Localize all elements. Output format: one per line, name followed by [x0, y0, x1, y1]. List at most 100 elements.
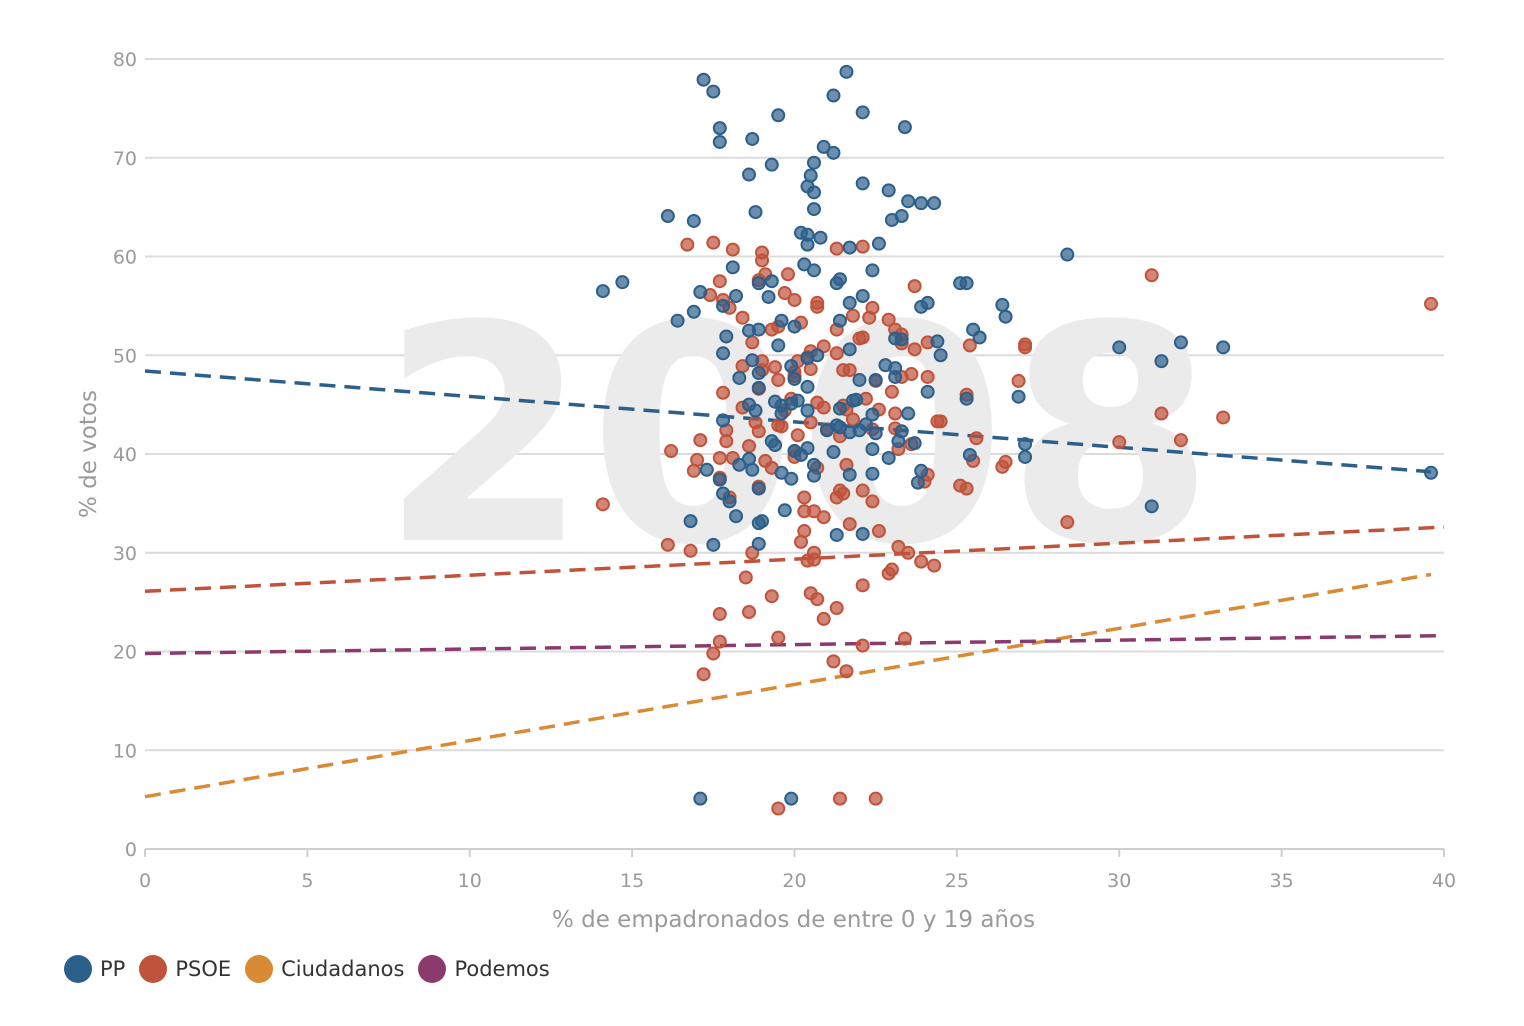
point-psoe: [868, 791, 883, 806]
point-pp: [732, 370, 747, 385]
x-tick-label: 15: [620, 870, 644, 892]
point-pp: [1060, 247, 1075, 262]
point-psoe: [810, 592, 825, 607]
legend: PP PSOE Ciudadanos Podemos: [64, 955, 564, 983]
point-pp: [930, 334, 945, 349]
point-psoe: [797, 490, 812, 505]
point-pp: [962, 447, 977, 462]
point-psoe: [1424, 296, 1439, 311]
point-pp: [894, 209, 909, 224]
point-pp: [998, 309, 1013, 324]
point-psoe: [891, 539, 906, 554]
point-psoe: [832, 791, 847, 806]
point-psoe: [706, 646, 721, 661]
point-psoe: [787, 292, 802, 307]
point-psoe: [755, 253, 770, 268]
point-psoe: [969, 431, 984, 446]
legend-swatch: [139, 955, 168, 983]
point-pp: [768, 438, 783, 453]
y-tick-label: 20: [113, 642, 137, 664]
point-psoe: [829, 241, 844, 256]
data-points: [595, 64, 1439, 816]
point-psoe: [995, 459, 1010, 474]
point-psoe: [907, 342, 922, 357]
point-pp: [910, 475, 925, 490]
legend-swatch: [418, 955, 447, 983]
point-pp: [1173, 335, 1188, 350]
point-pp: [725, 260, 740, 275]
point-psoe: [881, 566, 896, 581]
point-pp: [920, 384, 935, 399]
point-pp: [751, 366, 766, 381]
point-pp: [959, 276, 974, 291]
y-axis-title: % de votos: [76, 390, 102, 518]
point-pp: [832, 401, 847, 416]
point-pp: [881, 183, 896, 198]
trend-line-podemos: [144, 633, 1445, 656]
point-pp: [826, 445, 841, 460]
y-tick-label: 50: [113, 345, 137, 367]
point-pp: [777, 503, 792, 518]
point-psoe: [725, 242, 740, 257]
point-pp: [595, 284, 610, 299]
point-pp: [1011, 389, 1026, 404]
point-pp: [699, 462, 714, 477]
legend-label: PSOE: [175, 957, 232, 981]
point-pp: [1216, 340, 1231, 355]
point-pp: [1144, 499, 1159, 514]
point-pp: [881, 450, 896, 465]
point-pp: [784, 359, 799, 374]
point-pp: [849, 392, 864, 407]
point-psoe: [712, 274, 727, 289]
point-pp: [797, 257, 812, 272]
point-psoe: [855, 638, 870, 653]
point-pp: [787, 371, 802, 386]
point-psoe: [771, 630, 786, 645]
point-pp: [901, 194, 916, 209]
legend-item-ciudadanos: Ciudadanos: [245, 955, 404, 983]
point-pp: [995, 297, 1010, 312]
point-pp: [751, 380, 766, 395]
point-pp: [745, 462, 760, 477]
point-pp: [774, 406, 789, 421]
point-psoe: [862, 310, 877, 325]
point-pp: [901, 406, 916, 421]
point-psoe: [664, 444, 679, 459]
point-psoe: [712, 606, 727, 621]
point-pp: [748, 205, 763, 220]
point-pp: [816, 139, 831, 154]
point-pp: [686, 304, 701, 319]
point-psoe: [683, 543, 698, 558]
point-psoe: [816, 611, 831, 626]
point-pp: [933, 348, 948, 363]
x-tick-label: 30: [1107, 870, 1131, 892]
point-psoe: [1060, 515, 1075, 530]
point-pp: [774, 313, 789, 328]
point-pp: [800, 379, 815, 394]
point-psoe: [816, 400, 831, 415]
point-pp: [871, 236, 886, 251]
point-psoe: [774, 419, 789, 434]
point-pp: [706, 84, 721, 99]
point-psoe: [738, 570, 753, 585]
point-pp: [826, 145, 841, 160]
point-pp: [839, 64, 854, 79]
point-psoe: [706, 235, 721, 250]
point-pp: [829, 527, 844, 542]
point-pp: [832, 313, 847, 328]
point-psoe: [771, 372, 786, 387]
point-psoe: [1011, 373, 1026, 388]
point-pp: [686, 213, 701, 228]
point-pp: [751, 516, 766, 531]
point-pp: [696, 72, 711, 87]
point-pp: [868, 426, 883, 441]
point-pp: [761, 289, 776, 304]
point-psoe: [719, 434, 734, 449]
point-psoe: [901, 545, 916, 560]
legend-item-psoe: PSOE: [139, 955, 231, 983]
point-pp: [888, 369, 903, 384]
point-psoe: [693, 433, 708, 448]
point-pp: [894, 332, 909, 347]
point-psoe: [904, 367, 919, 382]
point-psoe: [927, 558, 942, 573]
